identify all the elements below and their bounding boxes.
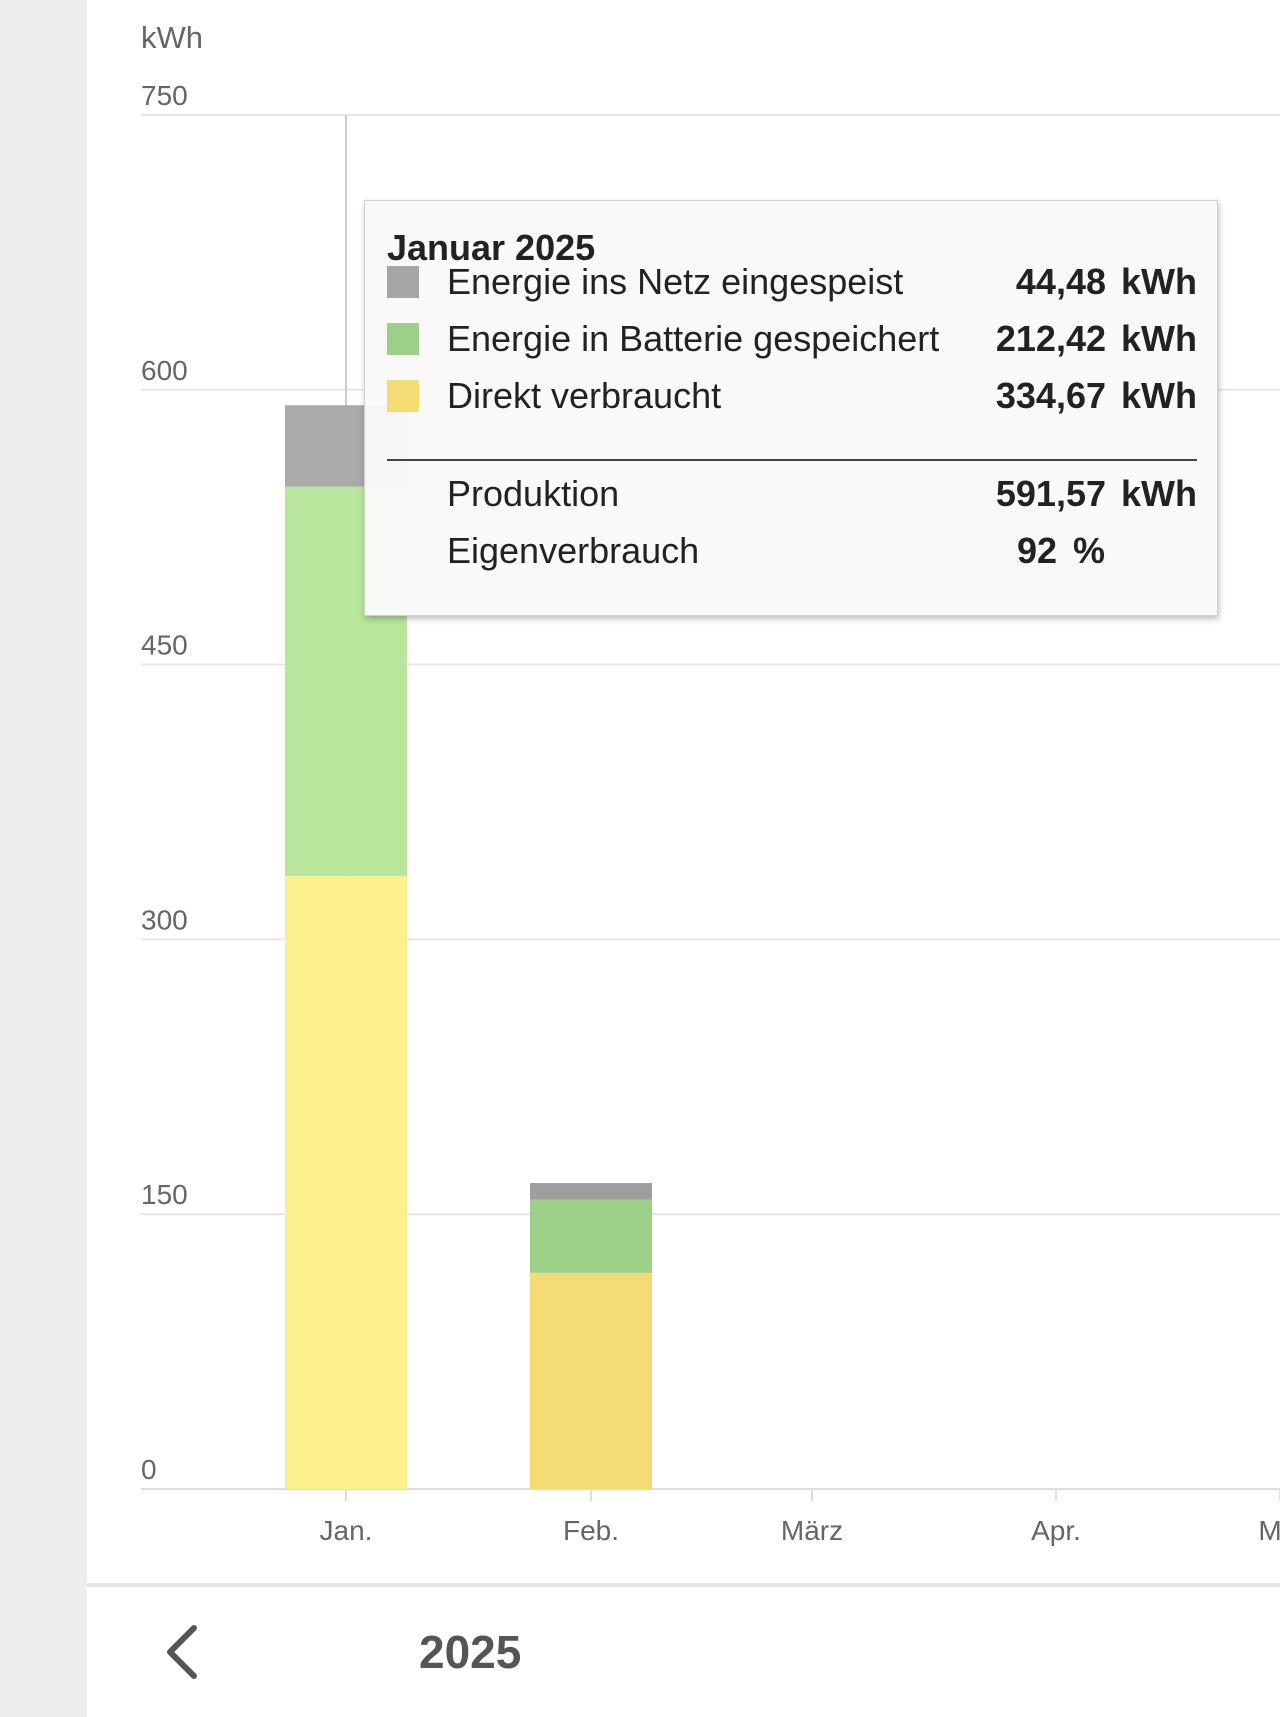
tooltip-summary-value: 591,57 (995, 473, 1106, 514)
left-sidebar-strip (0, 0, 87, 1717)
tooltip-row-grid-feed: Energie ins Netz eingespeist 44,48 kWh (387, 259, 1197, 309)
y-tick-label: 300 (141, 904, 188, 935)
tooltip-title: Januar 2025 (387, 227, 596, 268)
year-navigation-bar: 2025 (87, 1587, 1280, 1717)
year-label: 2025 (419, 1626, 522, 1678)
tooltip-separator (387, 459, 1197, 461)
bar-segment[interactable] (530, 1272, 652, 1489)
tooltip-row-direct: Direkt verbraucht 334,67 kWh (387, 373, 1197, 423)
x-category-label: Feb. (563, 1515, 619, 1546)
tooltip-row-unit: kWh (1121, 375, 1197, 416)
x-category-label: M (1258, 1515, 1280, 1546)
battery-swatch (387, 323, 419, 355)
tooltip-row-value: 212,42 (995, 318, 1106, 359)
chevron-left-icon (167, 1625, 197, 1679)
y-tick-label: 0 (141, 1454, 157, 1485)
tooltip-summary-value: 92 (1016, 530, 1057, 571)
tooltip-row-label: Direkt verbraucht (447, 375, 722, 416)
tooltip-row-value: 44,48 (1015, 261, 1106, 302)
footer-divider (87, 1583, 1280, 1587)
y-tick-label: 150 (141, 1179, 188, 1210)
grid-feed-swatch (387, 266, 419, 298)
tooltip-summary-unit: % (1073, 530, 1106, 571)
chart-tooltip: Januar 2025 Energie ins Netz eingespeist… (364, 200, 1218, 616)
bar-segment[interactable] (530, 1199, 652, 1273)
x-category-label: Apr. (1031, 1515, 1081, 1546)
bar-segment[interactable] (530, 1183, 652, 1200)
tooltip-row-battery: Energie in Batterie gespeichert 212,42 k… (387, 316, 1197, 366)
tooltip-summary-label: Eigenverbrauch (447, 530, 700, 571)
tooltip-row-label: Energie ins Netz eingespeist (447, 261, 904, 302)
tooltip-row-label: Energie in Batterie gespeichert (447, 318, 940, 359)
y-tick-label: 600 (141, 355, 188, 386)
tooltip-summary-label: Produktion (447, 473, 620, 514)
tooltip-row-unit: kWh (1121, 261, 1197, 302)
tooltip-summary-unit: kWh (1121, 473, 1197, 514)
x-category-label: Jan. (320, 1515, 373, 1546)
tooltip-row-unit: kWh (1121, 318, 1197, 359)
y-axis-unit-label: kWh (141, 20, 203, 55)
tooltip-summary-production: Produktion 591,57 kWh (387, 471, 1197, 521)
y-tick-label: 450 (141, 630, 188, 661)
previous-year-button[interactable] (147, 1617, 217, 1687)
bar-segment[interactable] (285, 875, 407, 1489)
tooltip-summary-self-consumption: Eigenverbrauch 92 % (387, 528, 1197, 578)
x-category-label: März (781, 1515, 843, 1546)
tooltip-row-value: 334,67 (995, 375, 1106, 416)
y-tick-label: 750 (141, 80, 188, 111)
direct-use-swatch (387, 380, 419, 412)
